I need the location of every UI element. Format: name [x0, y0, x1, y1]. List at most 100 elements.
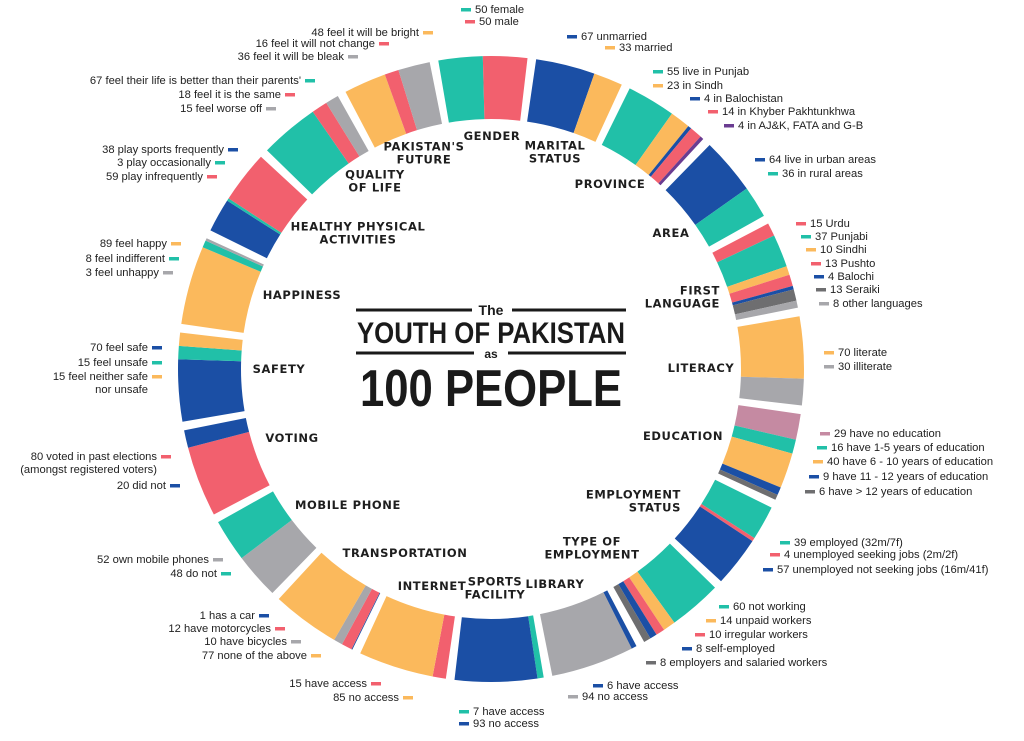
segment-quality-of-life-1 [312, 102, 360, 164]
segment-province-4 [658, 136, 704, 186]
segment-province-1 [635, 113, 689, 175]
segment-label-transportation-1: 12 have motorcycles [168, 623, 271, 635]
legend-marker-healthy-physical-activities-2 [207, 175, 217, 179]
segment-gender-0 [438, 56, 485, 123]
segment-label-sports-facility-1: 93 no access [473, 718, 539, 730]
legend-marker-quality-of-life-0 [305, 79, 315, 83]
category-label-literacy: LITERACY [668, 361, 735, 375]
segment-label-first-language-6: 8 other languages [833, 298, 923, 310]
segment-voting-1 [184, 417, 250, 448]
segment-label-happiness-1: 8 feel indifferent [86, 253, 166, 265]
segment-label-gender-1: 50 male [479, 16, 519, 28]
category-label-employment-status: EMPLOYMENT STATUS [586, 488, 681, 515]
legend-marker-first-language-3 [811, 262, 821, 266]
title-as: as [484, 347, 498, 361]
segment-label-marital-status-0: 67 unmarried [581, 31, 647, 43]
segment-label-library-0: 6 have access [607, 680, 679, 692]
segment-education-2 [722, 436, 793, 488]
segment-type-of-employment-3 [618, 581, 657, 639]
segment-label-voting-0: 80 voted in past elections (amongst regis… [20, 451, 157, 476]
category-label-quality-of-life: QUALITY OF LIFE [345, 168, 405, 195]
category-label-happiness: HAPPINESS [263, 288, 342, 302]
segment-area-0 [665, 144, 747, 225]
legend-marker-safety-2 [152, 375, 162, 379]
legend-marker-first-language-5 [816, 288, 826, 292]
segment-happiness-0 [181, 247, 261, 333]
category-label-voting: VOTING [265, 431, 318, 445]
segment-label-province-1: 23 in Sindh [667, 80, 723, 92]
segment-label-internet-1: 85 no access [333, 692, 399, 704]
segment-label-transportation-2: 10 have bicycles [204, 636, 287, 648]
segment-label-happiness-2: 3 feel unhappy [86, 267, 160, 279]
segment-label-quality-of-life-0: 67 feel their life is better than their … [90, 75, 301, 87]
segment-label-first-language-4: 4 Balochi [828, 271, 874, 283]
segment-label-province-4: 4 in AJ&K, FATA and G-B [738, 120, 863, 132]
segment-safety-1 [178, 345, 242, 362]
segment-transportation-0 [351, 592, 381, 650]
segment-marital-status-1 [573, 73, 622, 142]
segment-label-marital-status-1: 33 married [619, 42, 672, 54]
legend-marker-first-language-1 [801, 235, 811, 239]
segment-label-education-0: 29 have no education [834, 428, 941, 440]
segment-province-0 [601, 88, 672, 166]
segment-label-transportation-3: 77 none of the above [202, 650, 307, 662]
segment-label-healthy-physical-activities-0: 38 play sports frequently [102, 144, 224, 156]
legend-marker-area-0 [755, 158, 765, 162]
legend-marker-pakistan-s-future-2 [348, 55, 358, 59]
segment-label-first-language-0: 15 Urdu [810, 218, 850, 230]
segment-internet-1 [360, 596, 445, 677]
legend-marker-education-1 [817, 446, 827, 450]
segment-healthy-physical-activities-2 [228, 156, 308, 233]
segment-pakistan-s-future-1 [384, 70, 418, 134]
segment-happiness-1 [202, 240, 263, 272]
segment-label-healthy-physical-activities-1: 3 play occasionally [117, 157, 211, 169]
segment-label-area-1: 36 in rural areas [782, 168, 863, 180]
legend-marker-type-of-employment-1 [706, 619, 716, 623]
legend-marker-sports-facility-0 [459, 710, 469, 714]
segment-label-transportation-0: 1 has a car [200, 610, 256, 622]
segment-first-language-6 [734, 300, 798, 321]
category-label-area: AREA [653, 226, 690, 240]
legend-marker-employment-status-1 [770, 553, 780, 557]
legend-marker-marital-status-1 [605, 46, 615, 50]
legend-marker-gender-1 [465, 20, 475, 24]
segment-voting-0 [188, 431, 270, 515]
segment-label-library-1: 94 no access [582, 691, 648, 703]
segment-label-type-of-employment-2: 10 irregular workers [709, 629, 808, 641]
legend-marker-transportation-3 [311, 654, 321, 658]
legend-marker-pakistan-s-future-0 [423, 31, 433, 35]
segment-library-0 [603, 590, 637, 649]
legend-marker-education-4 [805, 490, 815, 494]
segment-label-first-language-1: 37 Punjabi [815, 231, 868, 243]
segment-label-first-language-5: 13 Seraiki [830, 284, 880, 296]
segment-label-type-of-employment-1: 14 unpaid workers [720, 615, 812, 627]
legend-marker-province-1 [653, 84, 663, 88]
legend-marker-mobile-phone-0 [213, 558, 223, 562]
segment-label-happiness-0: 89 feel happy [100, 238, 168, 250]
segment-healthy-physical-activities-1 [227, 198, 282, 235]
legend-marker-type-of-employment-0 [719, 605, 729, 609]
segment-happiness-2 [205, 238, 264, 267]
legend-marker-education-3 [809, 475, 819, 479]
segment-library-1 [539, 592, 632, 676]
legend-marker-safety-1 [152, 361, 162, 365]
legend-marker-happiness-1 [169, 257, 179, 261]
segment-internet-0 [432, 614, 455, 679]
segment-label-first-language-2: 10 Sindhi [820, 244, 867, 256]
category-label-province: PROVINCE [575, 177, 646, 191]
legend-marker-healthy-physical-activities-1 [215, 161, 225, 165]
category-label-mobile-phone: MOBILE PHONE [295, 498, 401, 512]
legend-marker-literacy-1 [824, 365, 834, 369]
category-label-transportation: TRANSPORTATION [343, 546, 468, 560]
segment-first-language-2 [727, 266, 790, 294]
segment-healthy-physical-activities-0 [210, 200, 281, 259]
category-label-pakistan-s-future: PAKISTAN'S FUTURE [383, 140, 464, 167]
legend-marker-transportation-2 [291, 640, 301, 644]
legend-marker-province-4 [724, 124, 734, 128]
title-the: The [479, 302, 504, 318]
title-big: 100 PEOPLE [360, 360, 622, 418]
legend-marker-safety-0 [152, 346, 162, 350]
segment-sports-facility-0 [528, 615, 544, 679]
category-label-first-language: FIRST LANGUAGE [645, 284, 720, 311]
